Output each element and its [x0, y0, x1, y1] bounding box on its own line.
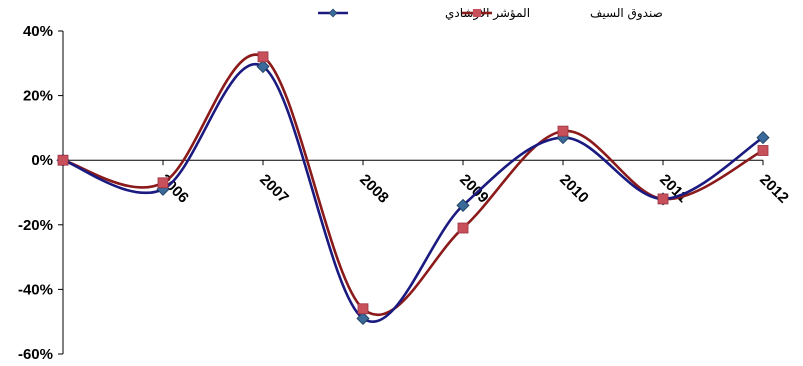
y-tick-label: -60%: [18, 346, 53, 363]
series-0-point: [756, 131, 770, 145]
series-1-point: [757, 145, 769, 156]
legend-marker-1: [473, 9, 481, 17]
y-tick-label: -40%: [18, 281, 53, 298]
legend-marker-0: [328, 8, 338, 18]
series-1-point: [257, 51, 269, 63]
series-1-point: [57, 154, 69, 166]
series-layer: [56, 51, 770, 326]
series-0-point: [356, 311, 370, 326]
x-tick-label: 2008: [356, 171, 392, 207]
y-tick-label: -20%: [18, 217, 53, 234]
series-line-0: [62, 62, 764, 323]
series-1-point: [157, 177, 169, 189]
x-tick-label: 2012: [756, 171, 792, 207]
series-0-point: [256, 59, 270, 74]
series-1-point: [457, 222, 469, 234]
legend: المؤشر الارشادي صندوق السيف: [318, 6, 663, 21]
y-tick-label: 40%: [23, 23, 53, 40]
y-tick-label: 0%: [31, 152, 53, 169]
series-1-point: [657, 193, 669, 205]
series-1-point: [357, 303, 369, 315]
x-tick-label: 2007: [256, 171, 292, 207]
series-0-point: [456, 198, 470, 212]
y-tick-label: 20%: [23, 88, 53, 105]
legend-label-1: صندوق السيف: [590, 6, 663, 21]
series-1-point: [557, 125, 569, 137]
x-tick-label: 2010: [556, 171, 592, 207]
